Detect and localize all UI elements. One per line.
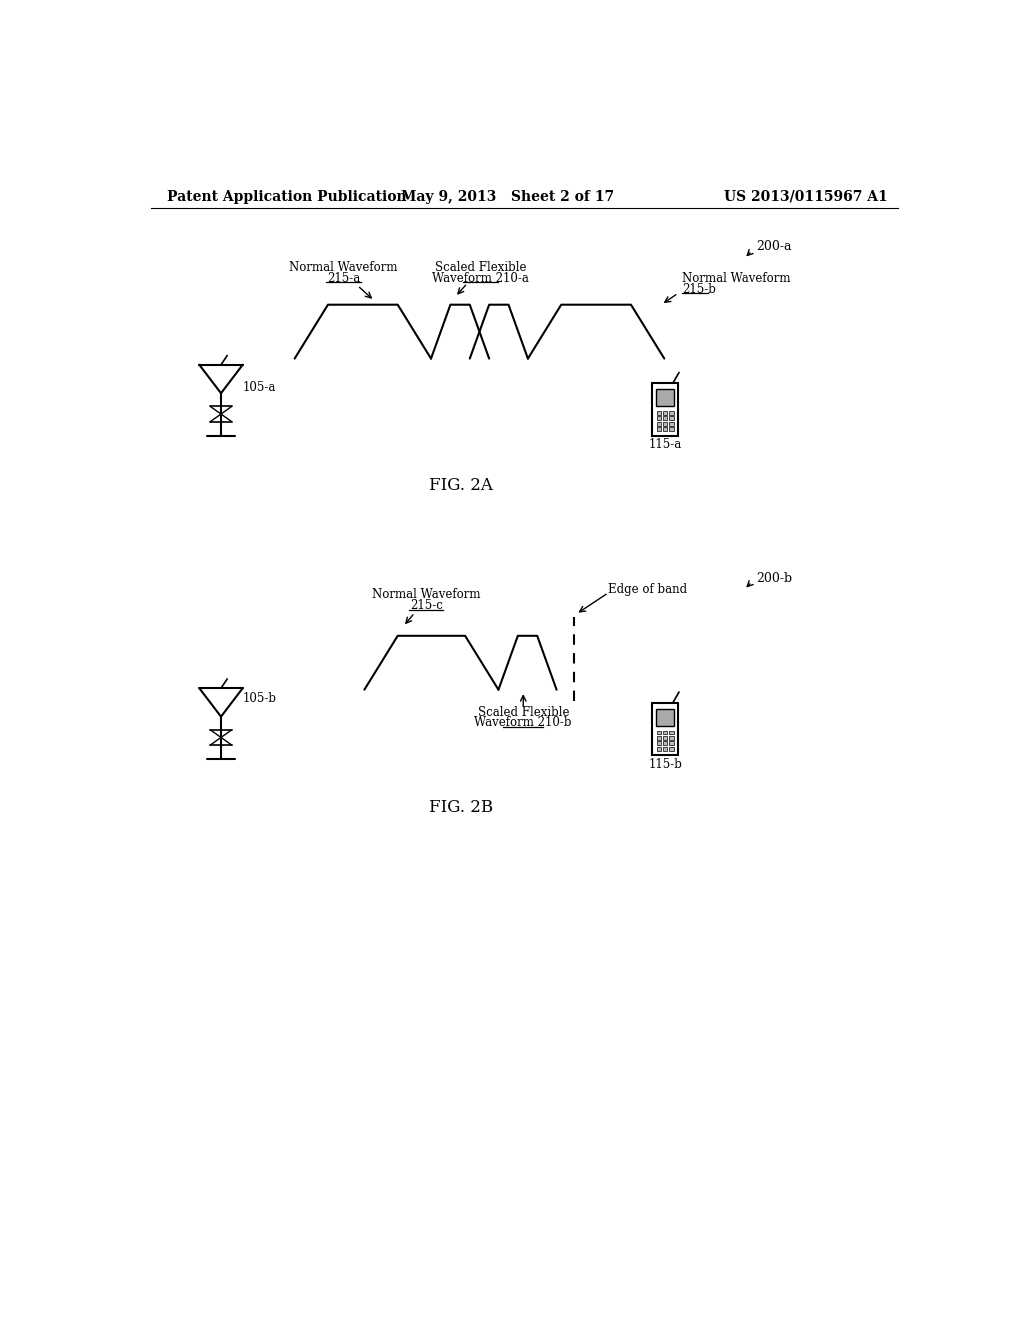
Bar xyxy=(656,742,662,744)
Bar xyxy=(669,747,674,751)
Bar xyxy=(663,737,668,739)
Bar xyxy=(656,428,662,430)
Bar xyxy=(663,422,668,425)
Bar xyxy=(669,737,674,739)
Bar xyxy=(669,411,674,414)
Text: Edge of band: Edge of band xyxy=(608,583,688,597)
Bar xyxy=(669,742,674,744)
Text: Normal Waveform: Normal Waveform xyxy=(682,272,791,285)
Text: Waveform 210-b: Waveform 210-b xyxy=(474,717,572,730)
Bar xyxy=(655,709,675,726)
Bar xyxy=(663,416,668,420)
Text: Patent Application Publication: Patent Application Publication xyxy=(167,190,407,203)
Text: Normal Waveform: Normal Waveform xyxy=(289,261,397,275)
Bar xyxy=(656,730,662,734)
Text: 215-a: 215-a xyxy=(327,272,360,285)
Bar xyxy=(656,411,662,414)
Bar xyxy=(663,411,668,414)
Text: Normal Waveform: Normal Waveform xyxy=(372,589,480,602)
Bar xyxy=(669,416,674,420)
Text: 105-a: 105-a xyxy=(243,380,276,393)
Bar xyxy=(669,730,674,734)
Bar xyxy=(663,730,668,734)
Text: FIG. 2B: FIG. 2B xyxy=(429,799,494,816)
Text: 215-b: 215-b xyxy=(682,282,716,296)
Text: Scaled Flexible: Scaled Flexible xyxy=(435,261,526,275)
Bar xyxy=(655,389,675,407)
Bar xyxy=(656,416,662,420)
Text: 115-a: 115-a xyxy=(648,438,682,451)
Text: Scaled Flexible: Scaled Flexible xyxy=(477,706,569,719)
Bar xyxy=(663,428,668,430)
Bar xyxy=(663,742,668,744)
Text: Waveform 210-a: Waveform 210-a xyxy=(432,272,529,285)
Bar xyxy=(669,428,674,430)
Text: 200-b: 200-b xyxy=(756,572,792,585)
Text: 105-b: 105-b xyxy=(243,693,276,705)
Text: 115-b: 115-b xyxy=(648,758,682,771)
Bar xyxy=(656,737,662,739)
Bar xyxy=(669,422,674,425)
Text: 215-c: 215-c xyxy=(410,599,442,612)
Bar xyxy=(652,383,678,436)
Text: US 2013/0115967 A1: US 2013/0115967 A1 xyxy=(724,190,888,203)
Text: May 9, 2013   Sheet 2 of 17: May 9, 2013 Sheet 2 of 17 xyxy=(401,190,614,203)
Bar xyxy=(663,747,668,751)
Bar xyxy=(652,702,678,755)
Bar xyxy=(656,747,662,751)
Text: 200-a: 200-a xyxy=(756,240,792,253)
Text: FIG. 2A: FIG. 2A xyxy=(429,477,494,494)
Bar xyxy=(656,422,662,425)
